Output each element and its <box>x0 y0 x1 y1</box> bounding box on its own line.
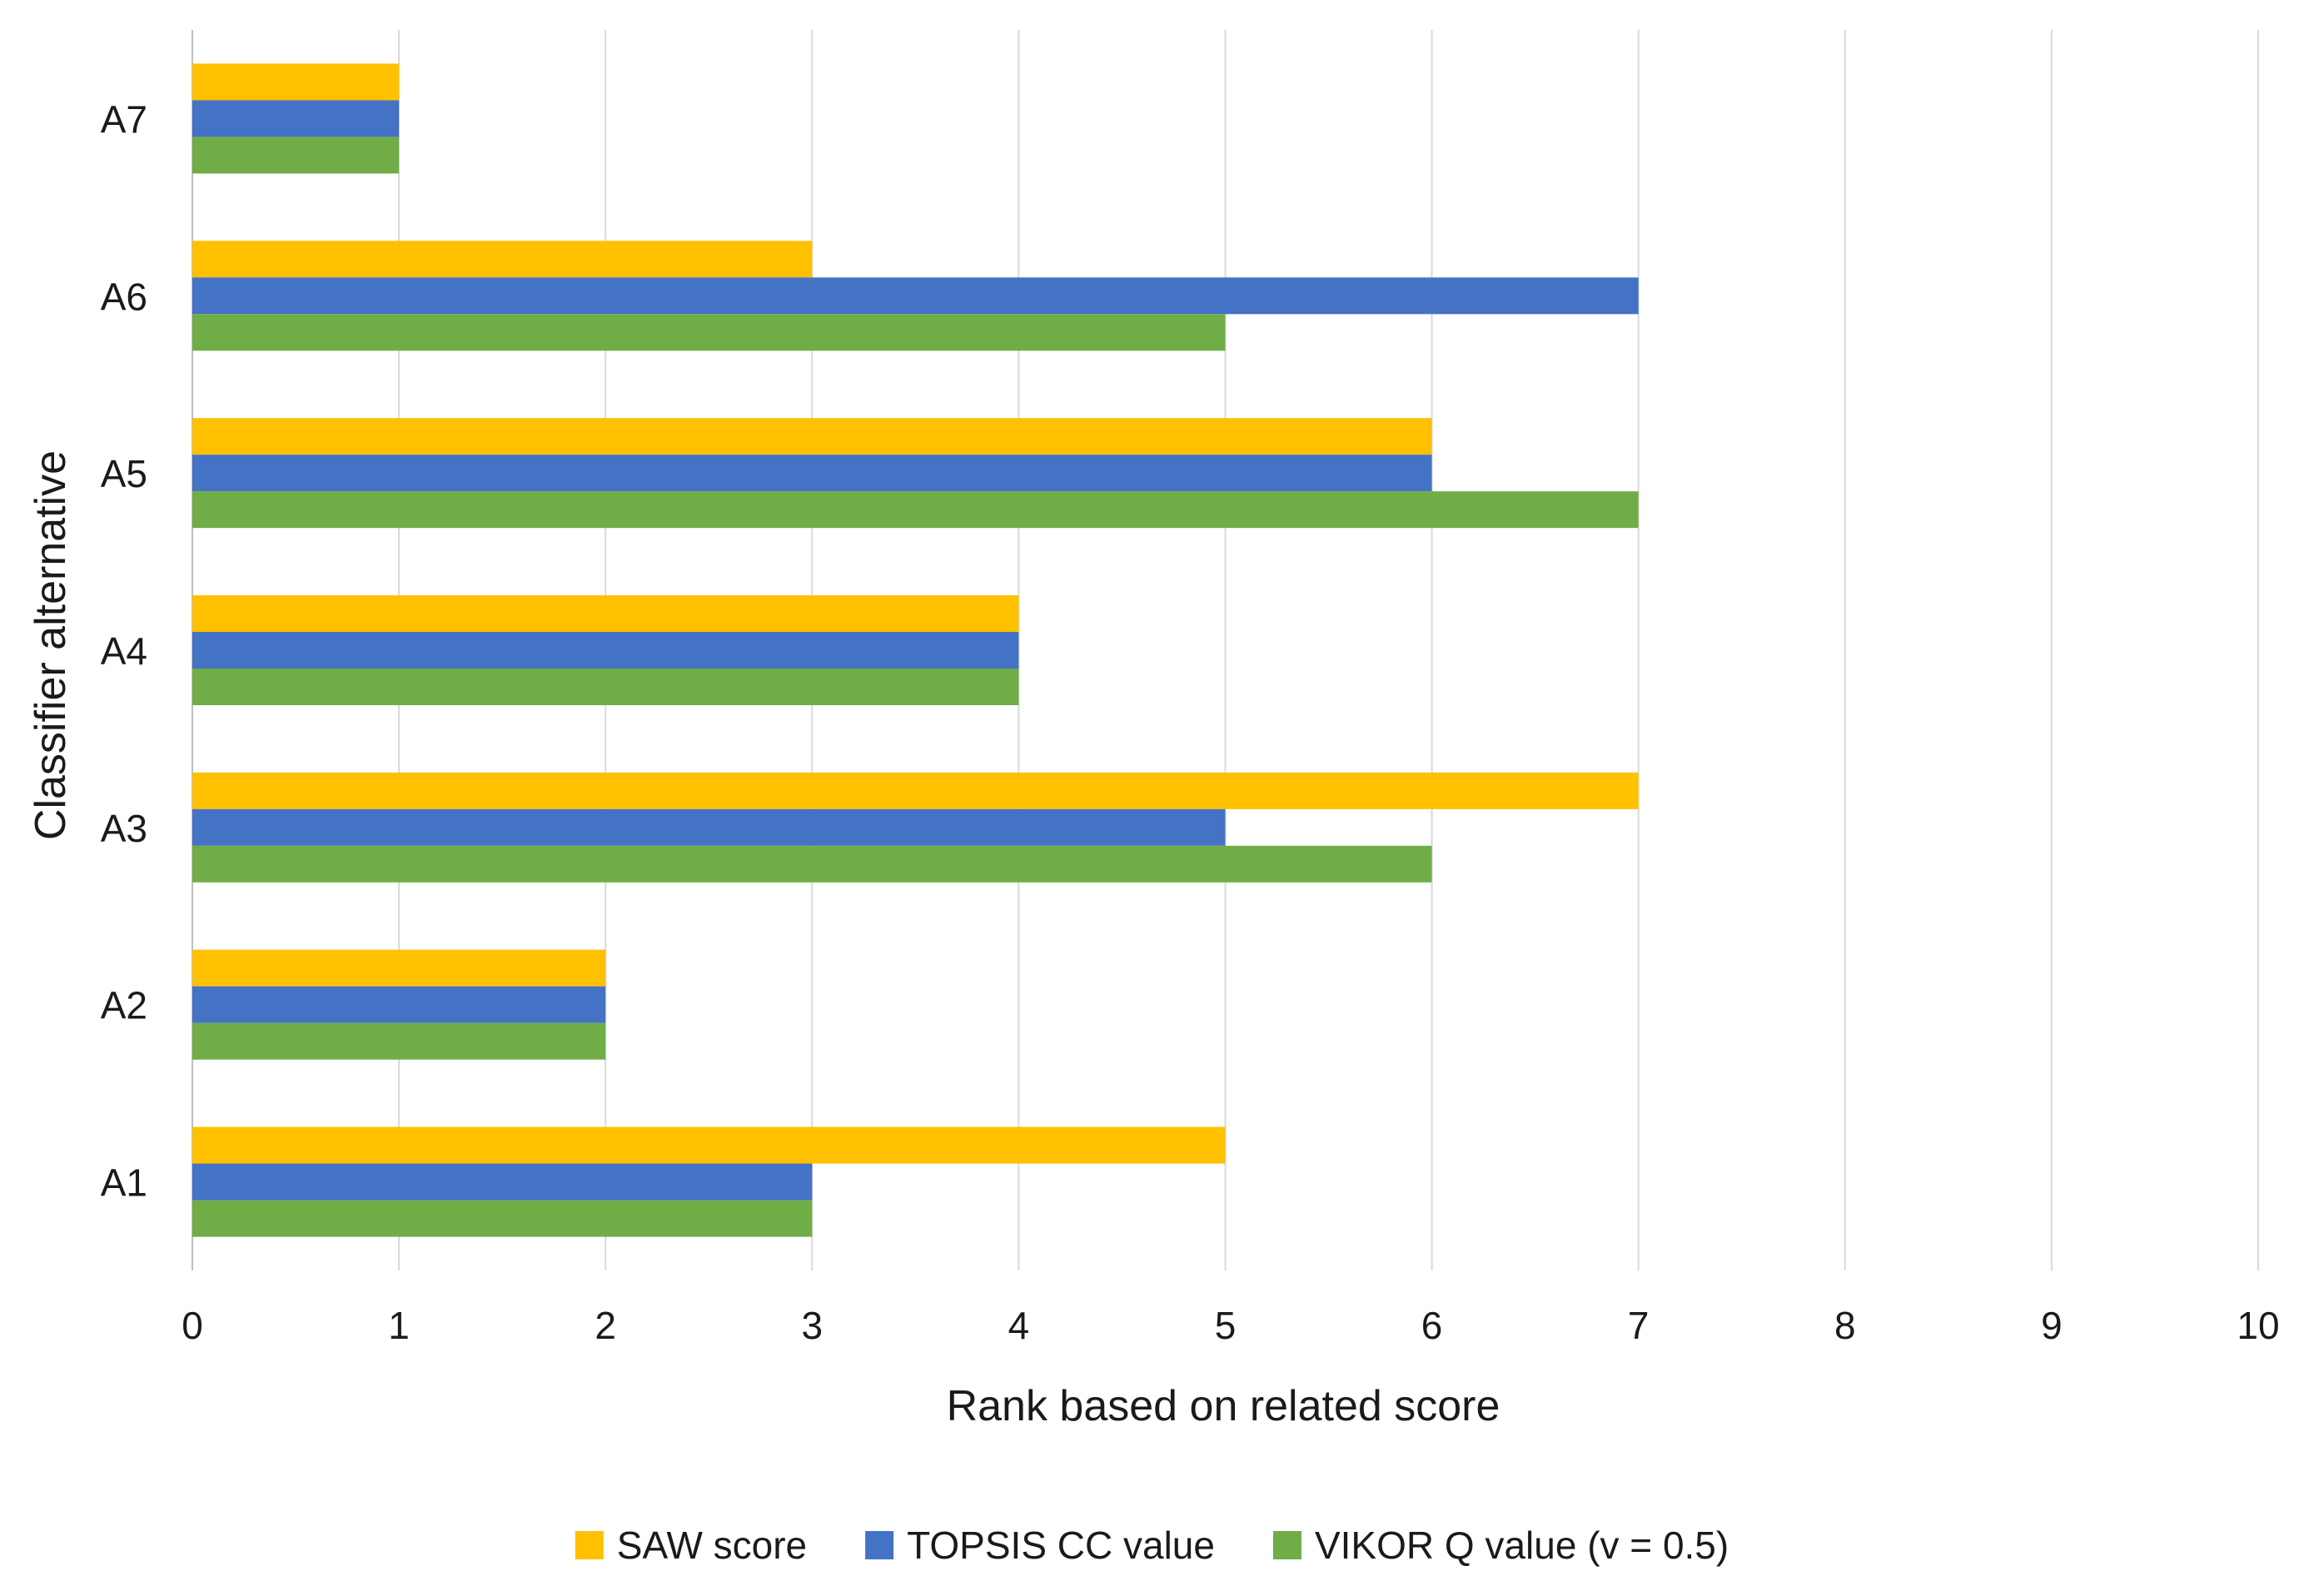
bar-a7-vikor-q-value-v-0-5 <box>192 137 400 174</box>
legend-swatch-3 <box>1272 1531 1301 1559</box>
legend-item-2: TOPSIS CC value <box>865 1524 1215 1567</box>
legend: SAW score TOPSIS CC value VIKOR Q value (v… <box>575 1524 1729 1567</box>
x-axis-title: Rank based on related score <box>947 1382 1500 1430</box>
bar-a1-vikor-q-value-v-0-5 <box>192 1200 813 1237</box>
bar-a6-vikor-q-value-v-0-5 <box>192 314 1226 351</box>
category-label-a7: A7 <box>101 97 147 141</box>
legend-swatch-2 <box>865 1531 894 1559</box>
bar-a4-saw-score <box>192 595 1019 632</box>
x-tick-label-6: 6 <box>1421 1304 1443 1347</box>
bar-a1-saw-score <box>192 1126 1226 1164</box>
category-label-a4: A4 <box>101 629 147 673</box>
x-tick-label-1: 1 <box>388 1304 410 1347</box>
x-tick-label-4: 4 <box>1008 1304 1030 1347</box>
bars <box>192 63 1639 1237</box>
x-tick-label-2: 2 <box>595 1304 616 1347</box>
y-axis-categories: A1 A2 A3 A4 A5 A6 A7 <box>101 97 147 1204</box>
bar-a4-topsis-cc-value <box>192 632 1019 669</box>
category-label-a3: A3 <box>101 807 147 850</box>
bar-a6-saw-score <box>192 241 813 278</box>
legend-label-1: SAW score <box>617 1524 807 1567</box>
bar-a6-topsis-cc-value <box>192 277 1639 315</box>
x-tick-label-3: 3 <box>802 1304 824 1347</box>
legend-swatch-1 <box>575 1531 604 1559</box>
x-tick-label-10: 10 <box>2237 1304 2279 1347</box>
bar-a5-saw-score <box>192 418 1432 455</box>
bar-a1-topsis-cc-value <box>192 1163 813 1201</box>
y-axis-title: Classifier alternative <box>27 450 75 840</box>
bar-a2-topsis-cc-value <box>192 986 606 1023</box>
x-tick-label-8: 8 <box>1834 1304 1856 1347</box>
category-label-a5: A5 <box>101 452 147 495</box>
bar-a3-topsis-cc-value <box>192 808 1226 846</box>
bar-a5-vikor-q-value-v-0-5 <box>192 491 1639 529</box>
bar-a7-saw-score <box>192 63 400 101</box>
bar-a3-vikor-q-value-v-0-5 <box>192 845 1432 883</box>
bar-a5-topsis-cc-value <box>192 455 1432 492</box>
bar-a2-vikor-q-value-v-0-5 <box>192 1022 606 1060</box>
bar-a4-vikor-q-value-v-0-5 <box>192 669 1019 705</box>
legend-item-1: SAW score <box>575 1524 807 1567</box>
bar-a7-topsis-cc-value <box>192 100 400 137</box>
x-tick-label-9: 9 <box>2041 1304 2063 1347</box>
x-tick-label-0: 0 <box>182 1304 203 1347</box>
legend-label-3: VIKOR Q value (v = 0.5) <box>1315 1524 1729 1567</box>
category-label-a2: A2 <box>101 984 147 1027</box>
legend-label-2: TOPSIS CC value <box>907 1524 1215 1567</box>
x-tick-label-5: 5 <box>1215 1304 1237 1347</box>
bar-a2-saw-score <box>192 949 606 987</box>
x-tick-label-7: 7 <box>1628 1304 1650 1347</box>
category-label-a6: A6 <box>101 275 147 318</box>
category-label-a1: A1 <box>101 1161 147 1205</box>
x-axis-ticks: 0 1 2 3 4 5 6 7 8 9 10 <box>182 1304 2279 1347</box>
legend-item-3: VIKOR Q value (v = 0.5) <box>1272 1524 1729 1567</box>
bar-a3-saw-score <box>192 772 1639 809</box>
